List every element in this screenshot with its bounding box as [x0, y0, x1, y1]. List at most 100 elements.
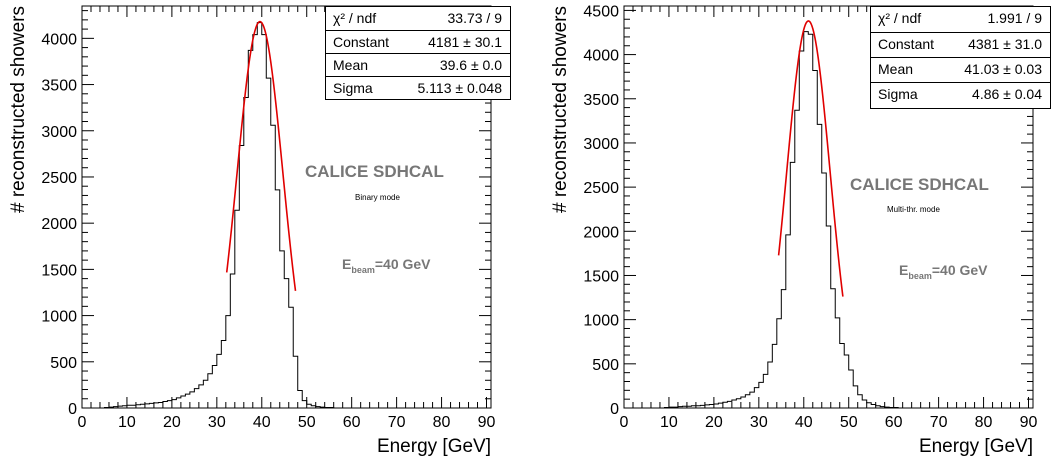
histogram-bin: [826, 226, 830, 408]
histogram-bin: [781, 290, 785, 408]
calice-title: CALICE SDHCAL: [305, 162, 444, 181]
histogram-bin: [163, 402, 167, 408]
x-tick-label: 40: [253, 414, 271, 431]
histogram-bin: [235, 210, 239, 408]
stat-label: Constant: [878, 36, 935, 52]
histogram-bin: [831, 289, 835, 408]
x-tick-label: 30: [208, 414, 226, 431]
histogram-bin: [176, 398, 180, 408]
histogram-bin: [230, 274, 234, 408]
histogram-bin: [253, 35, 257, 408]
gaussian-fit-curve: [225, 20, 297, 291]
x-tick-label: 10: [660, 414, 678, 431]
mode-label: Binary mode: [355, 193, 400, 202]
histogram-bin: [154, 403, 158, 408]
y-tick-label: 500: [50, 355, 77, 372]
histogram-bin: [709, 404, 713, 408]
x-axis-label: Energy [GeV]: [919, 436, 1033, 457]
y-tick-label: 2000: [41, 216, 77, 233]
histogram-bin: [275, 190, 279, 408]
beam-energy-label: Ebeam=40 GeV: [342, 256, 431, 275]
stat-value: 41.03 ± 0.03: [964, 61, 1042, 77]
histogram-bin: [293, 356, 297, 408]
histogram-bin: [799, 51, 803, 408]
stat-value: 1.991 / 9: [987, 10, 1043, 26]
stat-value: 4.86 ± 0.04: [972, 86, 1042, 102]
y-tick-label: 3500: [41, 78, 77, 95]
x-tick-label: 50: [840, 414, 858, 431]
histogram-bin: [840, 344, 844, 408]
histogram-bin: [158, 402, 162, 408]
histogram-bin: [763, 374, 767, 408]
stat-label: Mean: [333, 57, 369, 73]
x-tick-label: 90: [1020, 414, 1038, 431]
histogram-bin: [149, 403, 153, 408]
histogram-bin: [853, 386, 857, 408]
histogram-bin: [862, 400, 866, 408]
x-tick-label: 10: [118, 414, 136, 431]
histogram-bin: [289, 307, 293, 408]
histogram-panel-multithr: 0 10 20 30 40 50 60 70 80 90 0 500 1000 1500 2000 2500 3…: [527, 0, 1054, 464]
histogram-bin: [221, 341, 225, 408]
histogram-bin: [145, 404, 149, 408]
x-tick-label: 50: [298, 414, 316, 431]
y-axis-label: # reconstructed showers: [550, 6, 571, 213]
x-tick-label: 80: [975, 414, 993, 431]
histogram-bin: [257, 23, 261, 408]
histogram-plot-multithr: 0 10 20 30 40 50 60 70 80 90 0 500 1000 1500 2000 2500 3…: [550, 3, 1038, 457]
histogram-bin: [871, 404, 875, 408]
histogram-bin: [790, 162, 794, 408]
histogram-bin: [817, 124, 821, 408]
gaussian-fit-curve: [777, 20, 844, 297]
y-tick-label: 3000: [41, 124, 77, 141]
histogram-bin: [750, 392, 754, 408]
stat-label: Sigma: [333, 80, 373, 96]
y-tick-label: 4000: [583, 48, 619, 65]
calice-title: CALICE SDHCAL: [850, 175, 989, 194]
y-tick-label: 3000: [583, 136, 619, 153]
beam-energy-label: Ebeam=40 GeV: [899, 262, 988, 281]
x-tick-label: 90: [478, 414, 496, 431]
y-tick-label: 3500: [583, 92, 619, 109]
stat-value: 4181 ± 30.1: [428, 34, 502, 50]
y-tick-label: 1000: [41, 309, 77, 326]
histogram-bin: [727, 401, 731, 408]
stat-label: Constant: [333, 34, 390, 50]
y-tick-label: 1000: [583, 313, 619, 330]
y-tick-label: 500: [592, 357, 619, 374]
x-tick-label: 60: [343, 414, 361, 431]
histogram-bin: [844, 355, 848, 408]
histogram-bin: [759, 382, 763, 408]
histogram-panel-binary: 0 10 20 30 40 50 60 70 80 90 0 500 1000 1500 2000 2500 3…: [8, 5, 511, 457]
histogram-bin: [181, 396, 185, 408]
x-tick-label: 0: [78, 414, 87, 431]
histogram-bin: [217, 354, 221, 408]
beam-subscript: beam: [908, 270, 932, 281]
histogram-bin: [266, 78, 270, 408]
y-tick-label: 2500: [583, 180, 619, 197]
histogram-bin: [813, 70, 817, 408]
fit-stats-box: χ² / ndf 33.73 / 9 Constant 4181 ± 30.1 Me…: [325, 6, 511, 100]
stat-value: 4381 ± 31.0: [968, 36, 1042, 52]
y-tick-label: 2000: [583, 224, 619, 241]
histogram-bin: [795, 110, 799, 408]
beam-value: =40 GeV: [931, 262, 988, 278]
histogram-bin: [194, 389, 198, 408]
x-tick-label: 80: [433, 414, 451, 431]
y-tick-label: 1500: [41, 262, 77, 279]
histogram-bin: [858, 395, 862, 408]
histogram-bin: [804, 32, 808, 408]
stat-value: 33.73 / 9: [447, 10, 503, 26]
beam-value: =40 GeV: [374, 256, 431, 272]
stat-label: χ² / ndf: [878, 10, 922, 26]
x-tick-label: 30: [750, 414, 768, 431]
x-tick-label: 40: [795, 414, 813, 431]
histogram-bin: [172, 400, 176, 408]
histogram-bin: [239, 146, 243, 408]
histogram-bin: [835, 318, 839, 408]
histogram-bin: [822, 173, 826, 408]
histogram-bin: [754, 388, 758, 408]
histogram-bin: [714, 404, 718, 408]
x-tick-label: 20: [163, 414, 181, 431]
histogram-bin: [298, 390, 302, 408]
